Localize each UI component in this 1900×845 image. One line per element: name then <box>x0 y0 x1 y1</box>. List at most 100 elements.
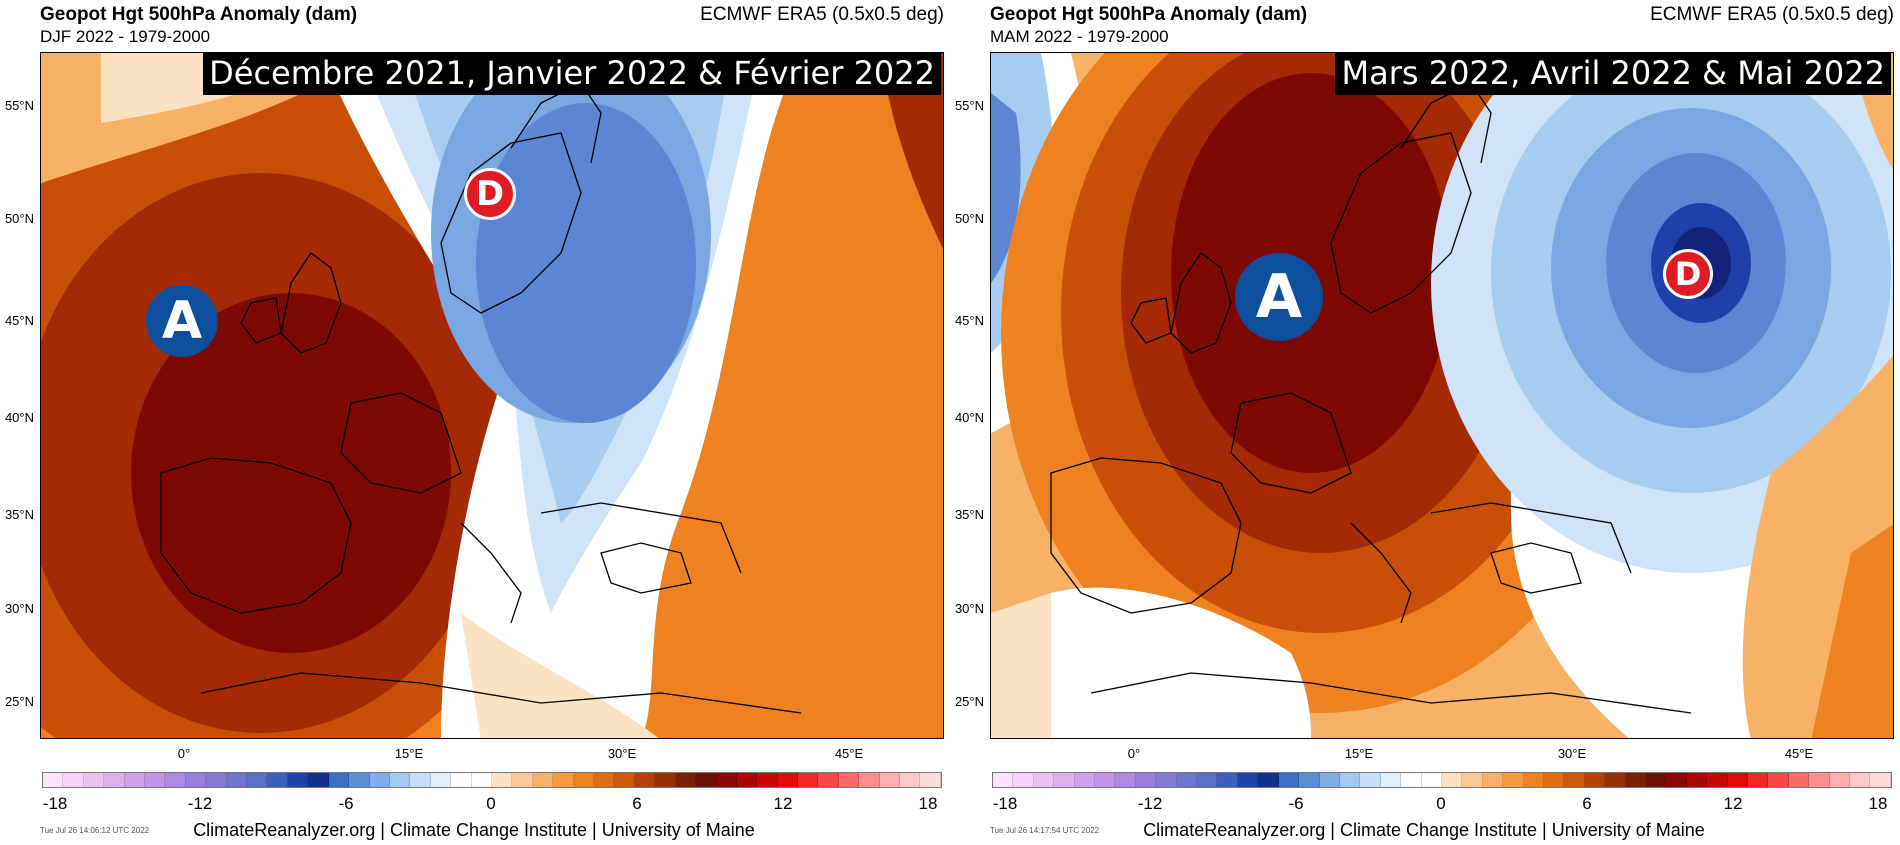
colorbar-tick: -12 <box>187 794 213 813</box>
chart-title: Geopot Hgt 500hPa Anomaly (dam) <box>990 4 1308 25</box>
colorbar-swatch <box>1074 773 1096 787</box>
lon-label: 30°E <box>1557 746 1587 761</box>
colorbar-tick: -6 <box>1288 794 1304 813</box>
colorbar-swatch <box>1768 773 1789 787</box>
colorbar-tick: 18 <box>1868 794 1888 813</box>
anomaly-map: Mars 2022, Avril 2022 & Mai 2022 A D <box>990 52 1894 739</box>
colorbar-swatch <box>716 773 737 787</box>
timestamp: Tue Jul 26 14:17:54 UTC 2022 <box>990 826 1100 835</box>
colorbar-swatch <box>1258 773 1279 787</box>
lat-label: 35°N <box>954 507 984 522</box>
colorbar-swatch <box>1788 773 1810 787</box>
colorbar-tick: 6 <box>632 794 642 813</box>
lon-label: 0° <box>177 746 191 761</box>
credit-line: ClimateReanalyzer.org | Climate Change I… <box>193 820 755 840</box>
anomaly-field <box>41 53 943 738</box>
colorbar-swatch <box>1421 773 1442 787</box>
colorbar-swatch <box>1748 773 1769 787</box>
colorbar-swatch <box>308 773 329 787</box>
colorbar-swatch <box>185 773 207 787</box>
colorbar-swatch <box>1564 773 1585 787</box>
credit-line: ClimateReanalyzer.org | Climate Change I… <box>1143 820 1705 840</box>
lat-label: 50°N <box>954 211 984 226</box>
colorbar-swatch <box>1727 773 1749 787</box>
data-source: ECMWF ERA5 (0.5x0.5 deg) <box>700 4 944 25</box>
colorbar-swatch <box>798 773 819 787</box>
colorbar-swatch <box>1319 773 1340 787</box>
colorbar-swatch <box>993 773 1014 787</box>
panel-djf: Geopot Hgt 500hPa Anomaly (dam) DJF 2022… <box>0 0 948 845</box>
lat-label: 45°N <box>4 313 34 328</box>
colorbar-swatch <box>1115 773 1136 787</box>
colorbar-swatch <box>634 773 656 787</box>
colorbar-tick: 12 <box>773 794 793 813</box>
colorbar-tick: -12 <box>1137 794 1163 813</box>
colorbar-swatch <box>1013 773 1034 787</box>
lat-label: 35°N <box>4 507 34 522</box>
colorbar-swatch <box>1686 773 1708 787</box>
chart-title: Geopot Hgt 500hPa Anomaly (dam) <box>40 4 358 25</box>
lon-label: 15°E <box>394 746 424 761</box>
colorbar-swatch <box>1197 773 1218 787</box>
colorbar-swatch <box>349 773 370 787</box>
colorbar-swatch <box>1543 773 1565 787</box>
coastlines <box>1050 82 1692 714</box>
field-contour <box>131 293 451 653</box>
colorbar-swatch <box>1095 773 1116 787</box>
field-contour <box>1811 524 1893 738</box>
colorbar-swatch <box>124 773 146 787</box>
colorbar-swatch <box>1237 773 1259 787</box>
colorbar-swatch <box>532 773 554 787</box>
colorbar-swatch <box>1054 773 1075 787</box>
colorbar-swatch <box>287 773 309 787</box>
lat-label: 50°N <box>4 211 34 226</box>
colorbar-swatch <box>1666 773 1687 787</box>
colorbar-swatch <box>879 773 901 787</box>
colorbar-swatch <box>145 773 166 787</box>
colorbar-swatch <box>1625 773 1646 787</box>
colorbar-swatch <box>1707 773 1728 787</box>
lat-label: 40°N <box>954 410 984 425</box>
colorbar-swatch <box>165 773 186 787</box>
field-contour <box>991 593 1051 738</box>
colorbar-swatch <box>1809 773 1830 787</box>
chart-subtitle: DJF 2022 - 1979-2000 <box>40 27 211 46</box>
lat-label: 55°N <box>954 98 984 113</box>
colorbar-swatch <box>1033 773 1055 787</box>
colorbar-swatch <box>1503 773 1524 787</box>
colorbar-swatch <box>1441 773 1463 787</box>
colorbar-swatch <box>226 773 248 787</box>
colorbar-swatch <box>1584 773 1606 787</box>
season-banner: Mars 2022, Avril 2022 & Mai 2022 <box>1335 53 1891 95</box>
colorbar-swatch <box>267 773 288 787</box>
colorbar-swatch <box>1299 773 1320 787</box>
colorbar-swatch <box>389 773 411 787</box>
colorbar-swatch <box>736 773 758 787</box>
field-contour <box>476 103 696 423</box>
colorbar-swatch <box>859 773 880 787</box>
colorbar <box>42 772 942 788</box>
colorbar-swatch <box>104 773 125 787</box>
colorbar-swatch <box>553 773 574 787</box>
colorbar-swatch <box>1482 773 1504 787</box>
colorbar-swatch <box>512 773 533 787</box>
colorbar-swatch <box>1523 773 1544 787</box>
colorbar-swatch <box>920 773 941 787</box>
colorbar-tick: -18 <box>42 794 68 813</box>
colorbar-swatch <box>593 773 615 787</box>
colorbar-tick: 0 <box>1436 794 1446 813</box>
colorbar-swatch <box>1135 773 1157 787</box>
colorbar-swatch <box>777 773 799 787</box>
field-contour <box>991 93 1021 283</box>
colorbar <box>992 772 1892 788</box>
colorbar-swatch <box>451 773 472 787</box>
colorbar-swatch <box>328 773 350 787</box>
season-banner: Décembre 2021, Janvier 2022 & Février 20… <box>203 53 941 95</box>
colorbar-swatch <box>1360 773 1381 787</box>
field-contour <box>461 613 659 738</box>
field-contour <box>1051 587 1311 738</box>
colorbar-swatch <box>1646 773 1667 787</box>
low-pressure-marker: D <box>1663 249 1713 299</box>
lon-label: 0° <box>1127 746 1141 761</box>
colorbar-swatch <box>900 773 921 787</box>
